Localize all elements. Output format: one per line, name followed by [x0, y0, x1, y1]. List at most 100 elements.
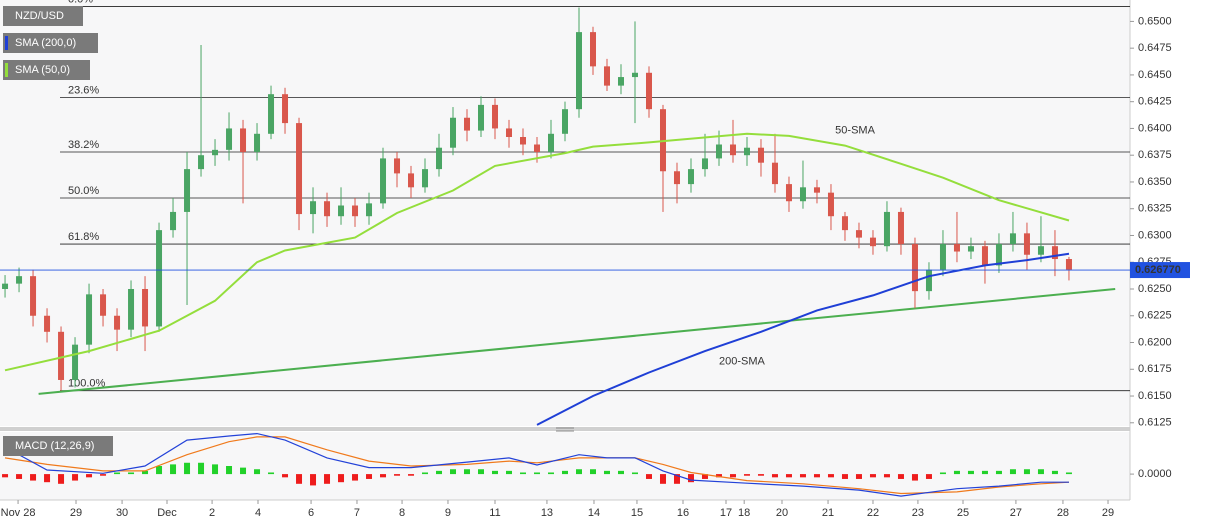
- candle-body: [687, 169, 694, 185]
- x-tick-label: 23: [912, 507, 924, 519]
- histogram-bar: [534, 472, 541, 475]
- histogram-bar: [841, 474, 848, 479]
- candle-body: [30, 276, 37, 316]
- candle-body: [603, 66, 610, 86]
- fib-label: 38.2%: [68, 139, 99, 151]
- sma-line: [4, 132, 1070, 372]
- y-tick-label: 0.6450: [1138, 69, 1172, 81]
- legend-swatch: [5, 63, 8, 77]
- candle-body: [631, 72, 638, 78]
- histogram-bar: [617, 470, 624, 475]
- y-tick-label: 0.6125: [1138, 417, 1172, 429]
- macd-pane: [0, 432, 1130, 500]
- candle-body: [883, 211, 890, 247]
- histogram-bar: [729, 474, 736, 478]
- candle-body: [645, 72, 652, 110]
- y-tick-label: 0.6500: [1138, 15, 1172, 27]
- x-tick-label: 27: [1010, 507, 1022, 519]
- candle-body: [841, 216, 848, 231]
- x-tick-label: 17: [720, 507, 732, 519]
- histogram-bar: [799, 474, 806, 478]
- fib-label: 61.8%: [68, 231, 99, 243]
- histogram-bar: [548, 472, 555, 475]
- histogram-bar: [478, 469, 485, 475]
- histogram-bar: [981, 470, 988, 475]
- candle-body: [212, 149, 219, 156]
- histogram-bar: [520, 472, 527, 475]
- x-tick-label: 21: [822, 507, 834, 519]
- x-tick-label: 29: [1102, 507, 1114, 519]
- y-tick-label: 0.6300: [1138, 229, 1172, 241]
- candle-body: [478, 104, 485, 131]
- x-tick-label: 4: [255, 507, 261, 519]
- candle-body: [953, 244, 960, 252]
- candle-body: [240, 128, 247, 152]
- histogram-bar: [338, 474, 345, 483]
- candle-body: [296, 123, 303, 215]
- y-tick-label: 0.6400: [1138, 122, 1172, 134]
- histogram-bar: [589, 469, 596, 475]
- legend-box: [3, 6, 83, 26]
- histogram-bar: [422, 472, 429, 475]
- histogram-bar: [72, 474, 79, 481]
- histogram-bar: [939, 472, 946, 475]
- x-tick-label: 28: [1057, 507, 1069, 519]
- macd-line: [4, 432, 1069, 497]
- candle-body: [1037, 246, 1044, 255]
- histogram-bar: [352, 474, 359, 481]
- histogram-bar: [408, 474, 415, 476]
- x-tick-label: 15: [631, 507, 643, 519]
- x-tick-label: 16: [677, 507, 689, 519]
- histogram-bar: [296, 474, 303, 484]
- legend-entry: SMA (50,0): [15, 64, 70, 76]
- x-tick-label: 8: [399, 507, 405, 519]
- candle-body: [1065, 259, 1072, 270]
- macd-title: MACD (12,26,9): [15, 440, 94, 452]
- candle-body: [771, 162, 778, 185]
- candle-body: [408, 173, 415, 188]
- y-tick-label: 0.6150: [1138, 390, 1172, 402]
- x-tick-label: 18: [738, 507, 750, 519]
- candle-body: [170, 211, 177, 231]
- histogram-bar: [212, 464, 219, 475]
- candle-body: [58, 331, 65, 380]
- candle-body: [72, 344, 79, 380]
- candle-body: [925, 269, 932, 292]
- histogram-bar: [240, 467, 247, 475]
- histogram-bar: [925, 474, 932, 479]
- x-tick-label: 9: [445, 507, 451, 519]
- histogram-bar: [268, 472, 275, 475]
- histogram-bar: [114, 472, 121, 475]
- y-tick-label: 0.6375: [1138, 149, 1172, 161]
- histogram-bar: [659, 474, 666, 484]
- candle-body: [44, 315, 51, 332]
- candle-body: [268, 94, 275, 134]
- candle-body: [967, 246, 974, 252]
- candle-body: [310, 201, 317, 215]
- histogram-bar: [506, 470, 513, 475]
- candle-body: [855, 230, 862, 238]
- candle-body: [450, 117, 457, 148]
- candle-body: [338, 205, 345, 217]
- histogram-bar: [883, 474, 890, 478]
- candle-body: [394, 158, 401, 174]
- histogram-bar: [2, 474, 9, 478]
- histogram-bar: [254, 469, 261, 475]
- trend-line: [38, 288, 1116, 395]
- candle-body: [729, 144, 736, 156]
- candle-body: [869, 237, 876, 247]
- candle-body: [436, 147, 443, 170]
- annotation: 50-SMA: [835, 124, 875, 136]
- candle-body: [100, 294, 107, 316]
- histogram-bar: [1051, 470, 1058, 475]
- sma-line: [536, 252, 1070, 426]
- histogram-bar: [785, 474, 792, 478]
- candle-body: [16, 276, 23, 284]
- last-price-box: [1130, 262, 1190, 279]
- fib-label: 0.0%: [68, 0, 93, 5]
- histogram-bar: [58, 474, 65, 484]
- candle-body: [897, 211, 904, 245]
- candle-body: [366, 203, 373, 217]
- histogram-bar: [1009, 469, 1016, 475]
- histogram-bar: [953, 470, 960, 475]
